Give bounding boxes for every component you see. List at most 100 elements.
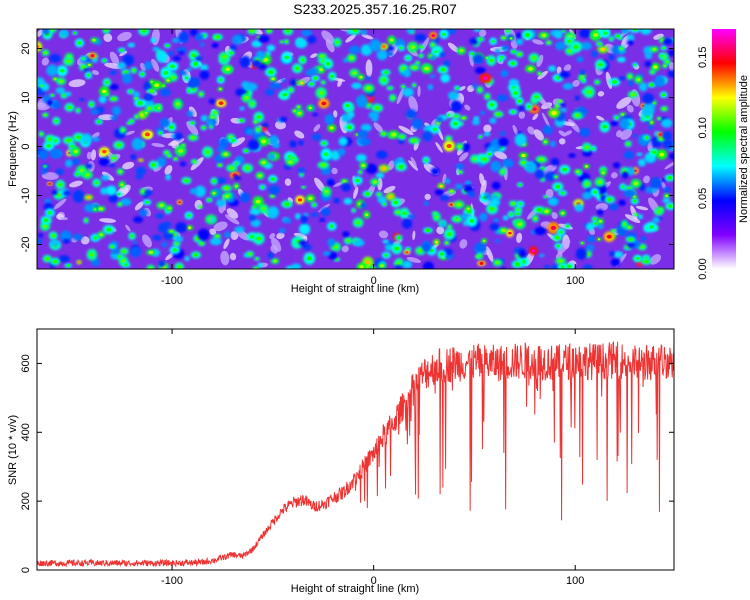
heatmap-cell <box>53 198 67 210</box>
heatmap-cell <box>440 67 446 72</box>
heatmap-cell <box>584 145 590 150</box>
heatmap-cell <box>229 166 235 171</box>
heatmap-cell <box>531 107 537 112</box>
heatmap-cell <box>384 70 389 74</box>
heatmap-cell <box>424 66 430 71</box>
heatmap-cell <box>466 207 470 210</box>
heatmap-cell <box>493 150 508 160</box>
heatmap-cell <box>652 216 660 224</box>
heatmap-cell <box>164 151 169 155</box>
heatmap-cell <box>494 48 501 54</box>
heatmap-cell <box>423 200 429 206</box>
heatmap-cell <box>372 180 378 184</box>
heatmap-cell <box>474 67 486 74</box>
heatmap-cell <box>444 178 451 185</box>
heatmap-cell <box>422 242 431 252</box>
heatmap-cell <box>424 193 431 200</box>
heatmap-cell <box>229 44 237 51</box>
heatmap-cell <box>574 95 580 101</box>
heatmap-cell <box>393 200 399 205</box>
heatmap-cell <box>311 133 322 141</box>
heatmap-cell <box>628 237 633 242</box>
heatmap-cell <box>46 64 58 77</box>
heatmap-cell <box>566 225 570 228</box>
heatmap-cell <box>388 194 393 199</box>
heatmap-cell <box>92 236 98 240</box>
heatmap-cell <box>473 242 486 255</box>
heatmap-cell <box>598 220 603 223</box>
heatmap-cell <box>360 123 372 132</box>
heatmap-cell <box>483 124 492 133</box>
heatmap-cell <box>295 38 308 49</box>
heatmap-cell <box>448 225 451 228</box>
heatmap-cell <box>502 36 506 40</box>
heatmap-cell <box>556 244 560 248</box>
heatmap-cell <box>406 247 410 251</box>
heatmap-cell <box>104 62 122 69</box>
heatmap-cell <box>209 217 216 223</box>
heatmap-cell <box>244 166 250 171</box>
heatmap-cell <box>199 43 206 47</box>
heatmap-cell <box>123 130 135 136</box>
heatmap-cell <box>616 130 623 138</box>
heatmap-cell <box>506 30 510 33</box>
heatmap-cell <box>297 111 302 115</box>
heatmap-cell <box>215 234 219 238</box>
heatmap-cell <box>586 89 592 95</box>
heatmap-cell <box>595 81 599 84</box>
heatmap-cell <box>620 128 633 140</box>
heatmap-cell <box>649 83 654 87</box>
heatmap-cell <box>579 69 586 76</box>
heatmap-cell <box>482 76 489 81</box>
heatmap-cell <box>239 106 245 111</box>
heatmap-cell <box>329 126 334 130</box>
heatmap-cell <box>231 138 236 143</box>
heatmap-cell <box>245 128 255 135</box>
heatmap-cell <box>167 51 175 57</box>
heatmap-cell <box>554 41 566 51</box>
heatmap-cell <box>632 134 638 138</box>
heatmap-cell <box>343 197 353 205</box>
heatmap-cell <box>175 102 181 106</box>
heatmap-cell <box>158 260 166 268</box>
heatmap-cell <box>112 156 116 160</box>
heatmap-cell <box>215 35 221 39</box>
heatmap-cell <box>406 56 410 60</box>
heatmap-cell <box>592 190 598 194</box>
heatmap-cell <box>223 152 229 157</box>
heatmap-cell <box>447 114 451 117</box>
heatmap-cell <box>554 175 558 178</box>
heatmap-cell <box>478 254 482 258</box>
heatmap-cell <box>209 237 222 246</box>
heatmap-cell <box>51 94 54 97</box>
heatmap-cell <box>352 209 355 212</box>
heatmap-cell <box>55 168 64 176</box>
heatmap-cell <box>489 102 495 107</box>
heatmap-cell <box>479 29 487 37</box>
heatmap-cell <box>359 265 364 269</box>
heatmap-cell <box>117 31 132 42</box>
heatmap-cell <box>135 115 138 118</box>
heatmap-cell <box>111 248 120 254</box>
heatmap-cell <box>357 130 369 138</box>
heatmap-cell <box>623 189 636 198</box>
heatmap-cell <box>500 170 505 173</box>
heatmap-cell <box>596 115 605 121</box>
heatmap-cell <box>536 207 542 212</box>
heatmap-cell <box>544 209 549 214</box>
heatmap-cell <box>402 218 413 229</box>
heatmap-cell <box>489 223 500 231</box>
heatmap-cell <box>388 86 392 90</box>
heatmap-cell <box>637 214 644 220</box>
heatmap-cell <box>174 235 184 242</box>
heatmap-cell <box>502 158 514 169</box>
heatmap-cell <box>454 183 463 190</box>
heatmap-cell <box>597 62 603 67</box>
heatmap-cell <box>402 87 414 97</box>
heatmap-cell <box>267 153 277 161</box>
heatmap-cell <box>121 128 125 132</box>
heatmap-cell <box>472 84 478 89</box>
heatmap-cell <box>163 70 169 75</box>
heatmap-y-axis-label: Frequency (Hz) <box>7 111 19 187</box>
heatmap-cell <box>239 191 250 203</box>
